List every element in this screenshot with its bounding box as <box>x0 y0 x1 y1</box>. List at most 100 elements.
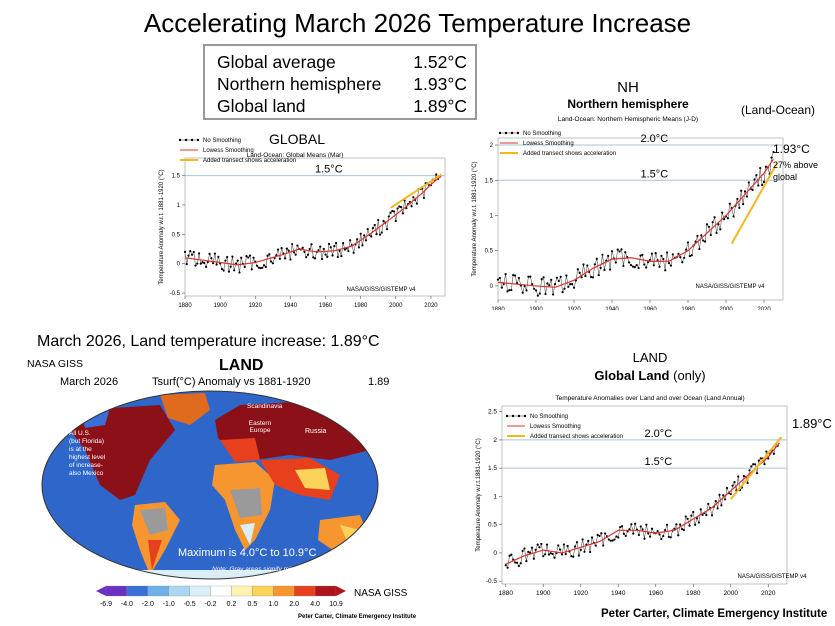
data-point <box>387 215 390 218</box>
data-point <box>609 268 612 271</box>
data-point <box>667 535 670 538</box>
data-point <box>705 513 708 517</box>
data-point <box>208 252 211 256</box>
data-point <box>508 554 511 557</box>
data-point <box>220 267 223 271</box>
data-point <box>284 257 287 260</box>
data-point <box>546 282 549 285</box>
data-point <box>751 188 754 192</box>
chart-heading: LAND <box>633 350 668 365</box>
data-point <box>747 181 750 184</box>
chart-credit: NASA/GISS/GISTEMP v4 <box>696 284 766 290</box>
data-point <box>530 546 534 549</box>
data-point <box>704 240 707 243</box>
y-tick-label: 0.5 <box>485 249 494 255</box>
data-point <box>363 234 366 237</box>
x-tick-label: 1960 <box>649 590 664 597</box>
data-point <box>762 180 766 183</box>
data-point <box>637 266 640 270</box>
y-tick-label: 2 <box>493 437 497 444</box>
land-chart: LAND Global Land (only) Temperature Anomal… <box>476 350 832 597</box>
scale-label: -0.2 <box>205 601 217 608</box>
data-point <box>662 534 665 538</box>
data-point <box>552 293 555 296</box>
data-point <box>352 251 355 254</box>
data-point <box>401 212 404 215</box>
map-note: Note: Gray areas signify missing data. <box>212 566 322 573</box>
data-point <box>317 249 320 252</box>
data-point <box>624 534 627 537</box>
data-point <box>412 196 415 199</box>
data-point <box>296 244 299 247</box>
map-region-label: Russia <box>305 428 327 435</box>
data-point <box>557 279 560 283</box>
legend-label: No Smoothing <box>530 414 568 420</box>
data-point <box>415 202 418 205</box>
data-point <box>545 543 549 546</box>
map-region-label: Siberia <box>338 404 359 411</box>
data-point <box>250 268 253 271</box>
chart-heading: NH <box>617 79 639 96</box>
data-point <box>594 544 597 547</box>
data-point <box>688 254 691 258</box>
data-point <box>679 523 682 526</box>
data-point <box>677 252 680 255</box>
data-point <box>726 217 729 220</box>
data-point <box>319 245 322 248</box>
data-point <box>201 261 204 264</box>
y-tick-label: 0 <box>177 262 181 268</box>
data-point <box>547 553 550 556</box>
data-point <box>561 291 564 294</box>
data-point <box>650 252 653 255</box>
map-section-title: March 2026, Land temperature increase: 1… <box>37 333 380 350</box>
data-point <box>737 475 740 478</box>
data-point <box>649 535 652 538</box>
data-point <box>231 255 234 258</box>
data-point <box>694 240 697 243</box>
data-point <box>679 256 682 259</box>
data-point <box>563 287 566 290</box>
data-point <box>548 284 551 287</box>
data-point <box>247 256 250 259</box>
data-point <box>531 282 534 286</box>
data-point <box>197 252 201 255</box>
map-anomaly-value: 1.89 <box>368 376 390 388</box>
data-point <box>313 257 317 260</box>
data-point <box>542 276 545 279</box>
legend-swatch-point <box>505 414 509 418</box>
data-point <box>373 223 376 227</box>
data-point <box>566 544 569 548</box>
data-point <box>269 260 273 263</box>
data-point <box>673 527 676 530</box>
legend-swatch-point <box>517 414 521 418</box>
data-point <box>371 227 375 230</box>
data-point <box>334 241 338 245</box>
data-point <box>217 255 220 258</box>
data-point <box>622 532 625 535</box>
chart-annotation: 27% above <box>773 160 818 170</box>
series-line-no-smoothing <box>497 151 774 297</box>
data-point <box>327 242 331 245</box>
data-point <box>754 463 757 466</box>
data-point <box>731 484 734 487</box>
data-point <box>681 261 684 264</box>
data-point <box>534 289 538 292</box>
chart-annotation: 1.89°C <box>792 416 832 431</box>
data-point <box>498 276 501 280</box>
data-point <box>579 548 582 551</box>
data-point <box>643 263 646 266</box>
global-chart: GLOBAL Land-Ocean: Global Means (Mar) 1880… <box>159 131 446 309</box>
data-point <box>635 264 638 267</box>
data-point <box>590 536 594 539</box>
data-point <box>324 253 327 256</box>
data-point <box>240 256 243 259</box>
summary-box: Global average 1.52°C Northern hemispher… <box>203 44 477 120</box>
summary-label: Northern hemisphere <box>217 74 382 94</box>
data-point <box>385 228 389 231</box>
data-point <box>549 552 552 555</box>
data-point <box>259 266 262 270</box>
data-point <box>557 544 560 547</box>
y-tick-label: 0 <box>490 284 494 290</box>
data-point <box>736 197 739 200</box>
data-point <box>248 254 252 257</box>
